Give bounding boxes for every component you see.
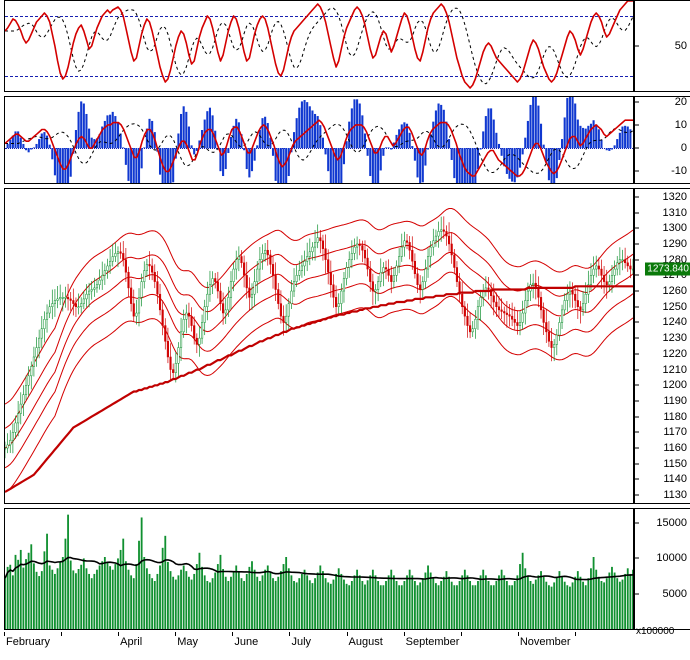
yaxis-macd: -10 0 10 20 (634, 96, 690, 184)
panel-volume: 5000 10000 15000 (0, 508, 690, 628)
ytick-label: 1160 (663, 442, 687, 454)
xtick-label: July (291, 636, 311, 648)
ytick-label: 1320 (663, 191, 687, 203)
xtick-label: August (349, 636, 383, 648)
yaxis-volume: 5000 10000 15000 (634, 508, 690, 630)
ytick-label: 1290 (663, 238, 687, 250)
price-svg (5, 189, 633, 503)
ytick-label: 1260 (663, 285, 687, 297)
panel-rsi: 50 (0, 0, 690, 90)
ytick-label: 15000 (656, 517, 687, 529)
ytick-label: 1310 (663, 207, 687, 219)
ytick-label: 0 (681, 142, 687, 154)
panel-macd: -10 0 10 20 (0, 96, 690, 182)
plot-rsi (4, 0, 634, 92)
plot-price (4, 188, 634, 504)
chart-stack: 50 -10 0 10 20 1130 1140 1150 1160 1170 1180 1190… (0, 0, 690, 660)
xtick-label: April (120, 636, 142, 648)
ytick-label: 10 (675, 119, 687, 131)
ytick-label: 10000 (656, 552, 687, 564)
xtick-label: June (234, 636, 258, 648)
macd-svg (5, 97, 633, 183)
plot-macd (4, 96, 634, 184)
ytick-label: 50 (675, 40, 687, 52)
ytick-label: 1200 (663, 379, 687, 391)
ytick-label: 1230 (663, 332, 687, 344)
last-price-badge: 1273.840 (645, 263, 690, 276)
xtick-label: February (6, 636, 50, 648)
ytick-label: 20 (675, 96, 687, 108)
xtick-label: May (177, 636, 198, 648)
ytick-label: 1190 (663, 395, 687, 407)
x-axis: February April May June July August September N… (4, 632, 632, 656)
ytick-label: 1180 (663, 411, 687, 423)
rsi-svg (5, 1, 633, 91)
panel-price: 1130 1140 1150 1160 1170 1180 1190 1200 1210 1220… (0, 188, 690, 502)
ytick-label: 1140 (663, 473, 687, 485)
plot-volume (4, 508, 634, 630)
volume-svg (5, 509, 633, 629)
ytick-label: 1170 (663, 426, 687, 438)
xtick-label: November (520, 636, 571, 648)
ytick-label: 1150 (663, 458, 687, 470)
ytick-label: 1240 (663, 316, 687, 328)
yaxis-price: 1130 1140 1150 1160 1170 1180 1190 1200 1210 1220… (634, 188, 690, 504)
ytick-label: 1130 (663, 489, 687, 501)
ytick-label: 1210 (663, 364, 687, 376)
ytick-label: 5000 (663, 588, 687, 600)
ytick-label: 1220 (663, 348, 687, 360)
ytick-label: 1300 (663, 222, 687, 234)
volume-scale-note: x100000 (636, 626, 674, 637)
ytick-label: -10 (671, 165, 687, 177)
ytick-label: 1250 (663, 301, 687, 313)
yaxis-rsi: 50 (634, 0, 690, 92)
xtick-label: September (406, 636, 460, 648)
